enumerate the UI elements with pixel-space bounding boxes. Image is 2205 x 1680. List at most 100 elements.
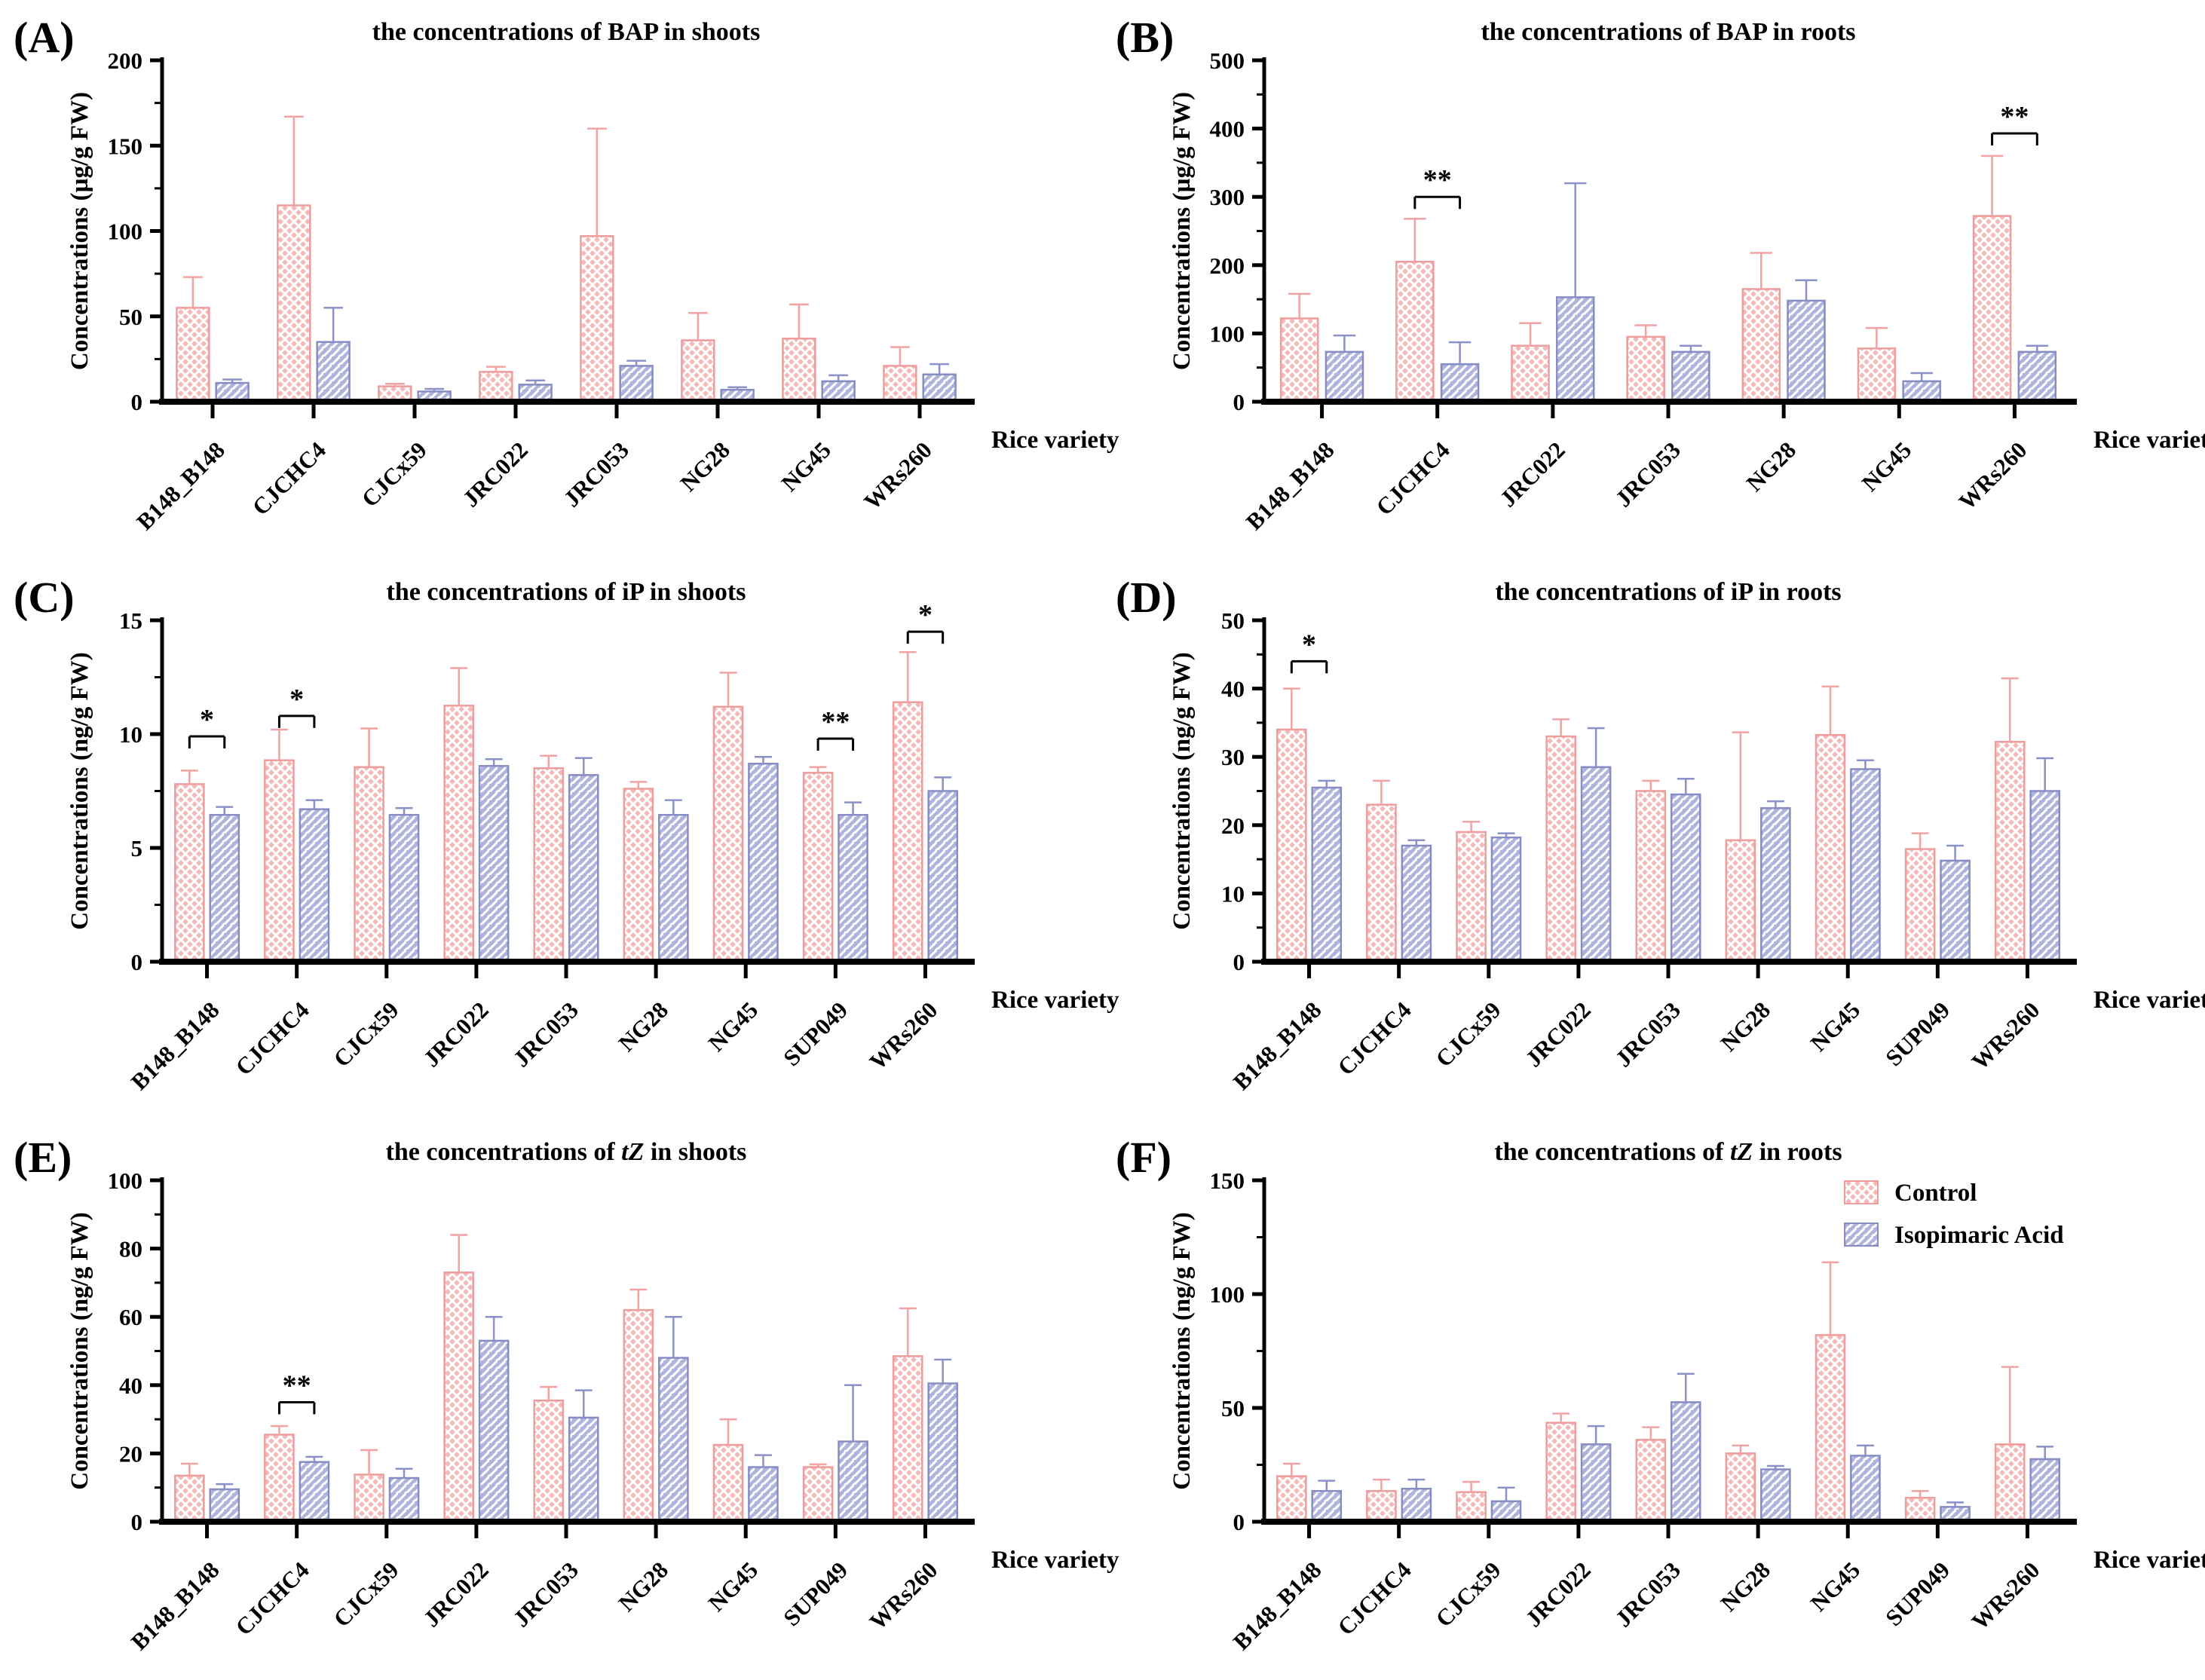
- category-label: NG28: [1716, 1556, 1776, 1617]
- legend-label: Control: [1894, 1180, 1977, 1207]
- bar-chart-ip-roots: 0 10 20 30 40 50 B148_B148 CJCHC4 CJCx59 JRC022 JR…: [1221, 607, 2077, 1095]
- y-tick-label: 50: [1221, 1395, 1245, 1421]
- category-label: WRs260: [1966, 1556, 2044, 1635]
- panel-title-text: tZ: [621, 1138, 645, 1166]
- category-label: NG28: [675, 436, 735, 497]
- y-tick-label: 10: [119, 721, 142, 748]
- y-tick-label: 0: [131, 1509, 143, 1535]
- category-label: NG28: [1716, 996, 1776, 1057]
- y-tick-label: 50: [119, 304, 142, 330]
- category-label: JRC053: [1610, 996, 1686, 1072]
- y-tick-label: 0: [1233, 1509, 1245, 1535]
- y-tick-label: 300: [1210, 184, 1245, 210]
- category-label: NG28: [1741, 436, 1802, 497]
- category-label: CJCx59: [1430, 1556, 1505, 1632]
- y-tick-label: 0: [1233, 389, 1245, 415]
- y-tick-label: 40: [119, 1372, 142, 1399]
- panel-c-x-axis-label: Rice variety: [991, 987, 1119, 1014]
- legend-label: Isopimaric Acid: [1894, 1222, 2064, 1249]
- panel-a-letter: (A): [14, 13, 75, 62]
- y-tick-label: 50: [1221, 607, 1245, 634]
- panel-c: (C) the concentrations of iP in shoots C…: [0, 560, 1119, 1120]
- category-label: JRC022: [418, 996, 494, 1072]
- category-label: SUP049: [1880, 1556, 1955, 1631]
- significance-marker: *: [289, 684, 304, 715]
- y-tick-label: 60: [119, 1304, 142, 1330]
- category-label: B148_B148: [1228, 996, 1327, 1095]
- category-label: WRs260: [1953, 436, 2032, 515]
- y-tick-label: 0: [131, 389, 143, 415]
- category-label: B148_B148: [1228, 1556, 1327, 1655]
- category-label: JRC053: [1610, 1556, 1686, 1632]
- panel-b: (B) the concentrations of BAP in roots C…: [1102, 0, 2205, 560]
- panel-title-text: the concentrations of iP in roots: [1495, 578, 1842, 606]
- y-tick-label: 40: [1221, 676, 1245, 702]
- category-label: B148_B148: [126, 1556, 225, 1655]
- significance-marker: **: [821, 706, 850, 738]
- category-label: JRC022: [458, 436, 533, 512]
- category-label: WRs260: [1966, 996, 2044, 1075]
- panel-e: (E) the concentrations of tZ in shoots C…: [0, 1120, 1119, 1680]
- panel-a-title: the concentrations of BAP in shoots: [162, 18, 970, 47]
- significance-marker: *: [200, 704, 214, 736]
- category-label: WRs260: [864, 1556, 942, 1635]
- category-label: CJCx59: [1430, 996, 1505, 1072]
- panel-b-x-axis-label: Rice variety: [2093, 427, 2205, 454]
- category-label: NG45: [703, 996, 764, 1057]
- panel-e-letter: (E): [14, 1133, 72, 1182]
- y-tick-label: 400: [1210, 116, 1245, 142]
- y-tick-label: 500: [1210, 47, 1245, 74]
- panel-title-text: in roots: [1753, 1138, 1842, 1166]
- panel-e-x-axis-label: Rice variety: [991, 1547, 1119, 1574]
- category-label: SUP049: [778, 996, 853, 1071]
- panel-e-title: the concentrations of tZ in shoots: [162, 1138, 970, 1167]
- isopimaric-pattern-swatch: [1844, 1223, 1879, 1247]
- panel-title-text: the concentrations of: [1494, 1138, 1730, 1166]
- panel-f-title: the concentrations of tZ in roots: [1264, 1138, 2072, 1167]
- panel-title-text: the concentrations of: [385, 1138, 622, 1166]
- y-tick-label: 100: [1210, 1281, 1245, 1308]
- y-tick-label: 100: [108, 1167, 143, 1194]
- category-label: WRs260: [864, 996, 942, 1075]
- panel-b-title: the concentrations of BAP in roots: [1264, 18, 2072, 47]
- category-label: NG28: [614, 996, 674, 1057]
- panel-f: (F) the concentrations of tZ in roots Co…: [1102, 1120, 2205, 1680]
- panel-a-x-axis-label: Rice variety: [991, 427, 1119, 454]
- category-label: NG45: [1857, 436, 1917, 497]
- bar-chart-ip-shoots: 0 5 10 15 B148_B148 CJCHC4 CJCx59 JRC022 JRC053 N…: [119, 599, 975, 1095]
- bar-chart-bap-roots: 0 100 200 300 400 500 B148_B148 CJCHC4 JRC022 JRC…: [1210, 47, 2077, 535]
- y-tick-label: 0: [1233, 949, 1245, 975]
- category-label: CJCHC4: [230, 1556, 314, 1640]
- category-label: B148_B148: [126, 996, 225, 1095]
- panel-title-text: the concentrations of BAP in shoots: [372, 18, 761, 46]
- category-label: JRC022: [1495, 436, 1570, 512]
- category-label: NG45: [1805, 996, 1866, 1057]
- y-tick-label: 80: [119, 1236, 142, 1262]
- category-label: SUP049: [1880, 996, 1955, 1071]
- category-label: CJCHC4: [230, 996, 314, 1080]
- y-tick-label: 200: [1210, 252, 1245, 279]
- category-label: CJCHC4: [1332, 996, 1416, 1080]
- significance-marker: **: [283, 1369, 311, 1401]
- category-label: SUP049: [778, 1556, 853, 1631]
- y-tick-label: 150: [108, 133, 143, 159]
- bar-chart-tz-roots: 0 50 100 150 B148_B148 CJCHC4 CJCx59 JRC022 JRC0…: [1210, 1167, 2077, 1655]
- category-label: CJCHC4: [1370, 436, 1454, 520]
- panel-a: (A) the concentrations of BAP in shoots …: [0, 0, 1119, 560]
- category-label: CJCx59: [357, 436, 432, 512]
- category-label: CJCHC4: [247, 436, 331, 520]
- panel-title-text: tZ: [1729, 1138, 1753, 1166]
- category-label: JRC053: [1610, 436, 1686, 512]
- y-tick-label: 30: [1221, 744, 1245, 770]
- panel-title-text: the concentrations of iP in shoots: [386, 578, 746, 606]
- panel-d: (D) the concentrations of iP in roots Co…: [1102, 560, 2205, 1120]
- panel-f-letter: (F): [1116, 1133, 1172, 1182]
- y-tick-label: 15: [119, 607, 142, 634]
- category-label: NG45: [1805, 1556, 1866, 1617]
- y-tick-label: 20: [1221, 812, 1245, 839]
- category-label: JRC053: [508, 996, 583, 1072]
- y-tick-label: 10: [1221, 880, 1245, 907]
- panel-title-text: the concentrations of BAP in roots: [1481, 18, 1856, 46]
- significance-marker: *: [918, 599, 933, 631]
